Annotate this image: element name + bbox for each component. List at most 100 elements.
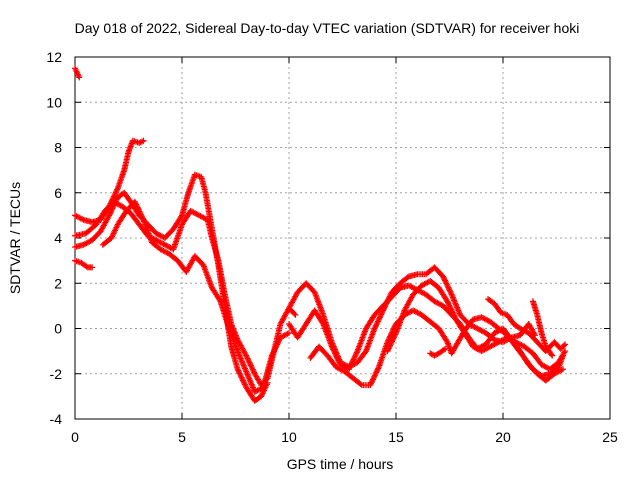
data-point [348, 360, 355, 367]
data-point [330, 346, 337, 353]
data-point [286, 330, 292, 337]
series-track-j [384, 277, 569, 373]
data-point [109, 205, 116, 212]
data-point [376, 315, 383, 322]
data-point [271, 347, 278, 354]
data-point [347, 362, 354, 369]
data-point [244, 355, 251, 362]
data-point [367, 382, 374, 389]
data-point [548, 351, 555, 358]
data-point [390, 335, 397, 342]
data-point [447, 290, 454, 297]
data-point [249, 365, 256, 372]
data-point [247, 361, 254, 368]
data-point [391, 334, 398, 341]
data-point [559, 366, 566, 373]
y-tick-label: 6 [54, 185, 62, 201]
data-point [336, 358, 343, 365]
data-point [331, 349, 338, 356]
data-point [106, 210, 113, 217]
data-point [108, 208, 115, 215]
data-point [375, 365, 382, 372]
data-point [450, 312, 457, 319]
data-point [378, 310, 385, 317]
data-point [245, 358, 252, 365]
data-point [371, 373, 378, 380]
x-tick-label: 25 [602, 429, 618, 445]
data-point [330, 347, 337, 354]
data-point [270, 348, 277, 355]
data-point [560, 342, 567, 349]
data-point [83, 263, 90, 270]
data-point [369, 377, 376, 384]
data-point [76, 74, 83, 81]
x-tick-label: 20 [495, 429, 511, 445]
y-tick-label: -2 [50, 366, 63, 382]
data-point [275, 338, 282, 345]
data-point [234, 366, 241, 373]
data-point [239, 375, 246, 382]
data-point [446, 302, 453, 309]
data-point [377, 312, 384, 319]
data-point [240, 378, 247, 385]
data-point [352, 352, 359, 359]
data-point [334, 356, 341, 363]
data-point [268, 352, 275, 359]
y-tick-label: 10 [46, 94, 62, 110]
data-point [562, 341, 569, 348]
data-point [442, 277, 449, 284]
data-point [385, 346, 392, 353]
data-point [387, 342, 394, 349]
data-point [373, 321, 380, 328]
data-point [137, 211, 144, 218]
data-point [250, 367, 257, 374]
x-tick-label: 15 [388, 429, 404, 445]
data-point [274, 341, 281, 348]
data-point [135, 207, 142, 214]
series-track-f [72, 65, 83, 81]
x-axis-ticks: 0 5 10 15 20 25 [71, 57, 618, 445]
data-point [133, 202, 140, 209]
data-point [247, 362, 254, 369]
data-point [236, 370, 243, 377]
data-point [246, 359, 253, 366]
data-point [441, 276, 448, 283]
data-point [273, 342, 280, 349]
data-point [140, 137, 147, 144]
series-track-a [72, 137, 147, 226]
data-point [243, 354, 250, 361]
series-track-d [72, 257, 96, 271]
series-track-e [99, 198, 292, 395]
data-point [372, 370, 379, 377]
data-point [378, 311, 385, 318]
data-point [372, 322, 379, 329]
data-point [113, 188, 120, 195]
data-point [451, 313, 458, 320]
data-point [446, 303, 453, 310]
data-point [335, 357, 342, 364]
data-point [249, 366, 256, 373]
data-point [440, 274, 447, 281]
data-point [132, 200, 139, 207]
series-track-c [72, 171, 271, 404]
x-tick-label: 5 [178, 429, 186, 445]
data-point [374, 318, 381, 325]
data-point [237, 373, 244, 380]
data-point [334, 354, 341, 361]
data-point [139, 214, 146, 221]
data-point [270, 349, 277, 356]
data-point [89, 264, 96, 271]
data-point [349, 359, 356, 366]
data-point [110, 193, 117, 200]
data-point [345, 366, 352, 373]
data-point [387, 341, 394, 348]
data-point [133, 201, 140, 208]
series-track-m [529, 298, 556, 359]
data-point [112, 190, 119, 197]
data-point [372, 324, 379, 331]
data-point [388, 339, 395, 346]
data-point [332, 351, 339, 358]
data-point [272, 345, 279, 352]
data-series [72, 65, 569, 404]
